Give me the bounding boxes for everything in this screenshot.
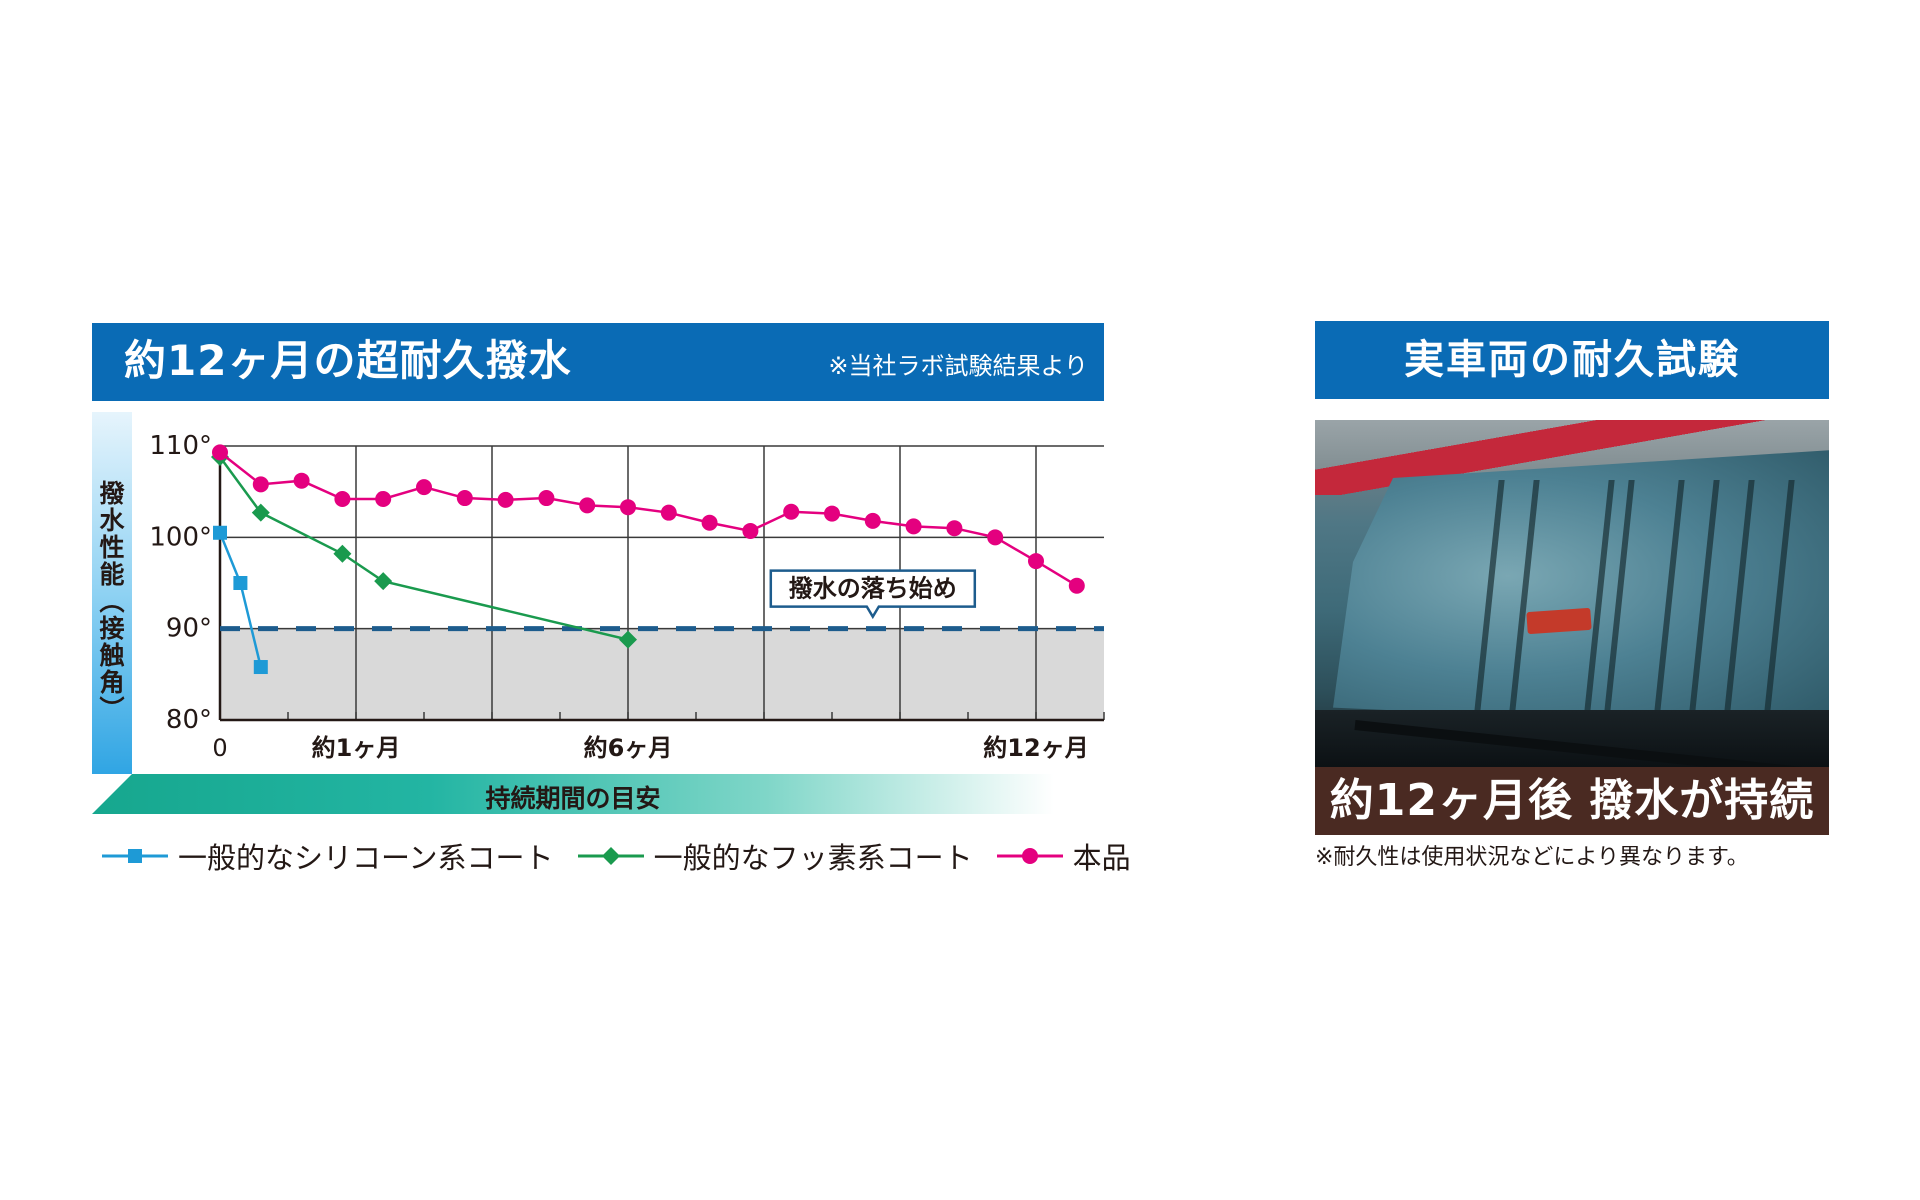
data-point-circle [946,520,963,537]
data-point-circle [579,497,596,514]
x-axis-band: 持続期間の目安 [92,774,1054,814]
x-tick-label: 約12ヶ月 [983,734,1088,762]
y-tick-label: 100° [149,522,212,552]
data-point-circle [212,444,228,461]
data-point-circle [987,529,1004,546]
data-point-circle [660,504,677,521]
x-tick-label: 0 [212,734,227,762]
data-point-circle [375,490,392,507]
chart-header: 約12ヶ月の超耐久撥水 ※当社ラボ試験結果より [92,323,1104,401]
y-tick-label: 90° [166,614,212,644]
car-dashboard [1315,710,1829,767]
data-point-circle [293,472,310,489]
chart-legend: 一般的なシリコーン系コート 一般的なフッ素系コート 本品 [100,836,1153,876]
data-point-circle [456,490,473,507]
data-point-square [253,660,268,675]
windshield-glass [1333,450,1829,730]
legend-marker-diamond-icon [577,847,644,865]
data-point-square [213,525,227,540]
data-point-square [233,576,248,590]
data-point-circle [783,503,800,520]
threshold-callout-box [769,569,977,620]
legend-item-silicone: 一般的なシリコーン系コート [100,835,554,877]
data-point-diamond [333,544,352,563]
dashboard-object [1526,607,1592,635]
data-point-diamond [619,630,637,649]
y-tick-label: 80° [166,705,212,735]
chart-source-note: ※当社ラボ試験結果より [828,352,1088,380]
y-axis-label: 撥水性能（接触角） [96,480,125,723]
durability-footnote: ※耐久性は使用状況などにより異なります。 [1315,845,1749,870]
line-chart: 撥水の落ち始め 80° 90° 100° 110° 0 約1ヶ月 約6ヶ月 約12ヶ月 [149,431,1105,762]
test-title: 実車両の耐久試験 [1404,337,1740,383]
photo-caption-bar: 約12ヶ月後 撥水が持続 [1315,767,1829,835]
data-point-circle [864,512,881,529]
legend-item-product: 本品 [995,835,1131,877]
data-point-circle [1068,577,1085,594]
series-line [219,451,1078,587]
data-point-circle [824,505,840,522]
data-point-circle [538,490,555,507]
data-point-circle [252,476,269,493]
legend-label: 一般的なフッ素系コート [653,841,973,875]
data-point-circle [742,522,759,539]
data-point-circle [905,518,922,535]
x-axis-band-notch [92,774,132,814]
y-axis-band: 撥水性能（接触角） [92,412,132,814]
data-point-circle [701,514,718,531]
photo-caption: 約12ヶ月後 撥水が持続 [1329,775,1815,826]
x-tick-label: 約1ヶ月 [312,734,401,762]
data-point-diamond [251,503,270,522]
legend-marker-square-icon [102,849,168,863]
legend-label: 一般的なシリコーン系コート [178,841,554,875]
data-point-circle [1028,553,1044,570]
below-threshold-area [220,628,1104,720]
y-tick-label: 110° [149,431,212,461]
test-header: 実車両の耐久試験 [1315,321,1829,399]
data-point-circle [620,499,636,516]
data-point-circle [334,490,351,507]
x-tick-label: 約6ヶ月 [584,734,673,762]
x-axis-label: 持続期間の目安 [485,784,661,813]
data-point-diamond [374,572,393,591]
data-point-circle [416,479,432,496]
data-point-circle [497,491,514,508]
threshold-label: 撥水の落ち始め [789,575,957,603]
windshield-photo [1315,420,1829,767]
legend-item-fluorine: 一般的なフッ素系コート [576,835,973,877]
legend-label: 本品 [1072,841,1131,875]
legend-marker-circle-icon [996,848,1063,864]
chart-title: 約12ヶ月の超耐久撥水 [124,336,572,385]
